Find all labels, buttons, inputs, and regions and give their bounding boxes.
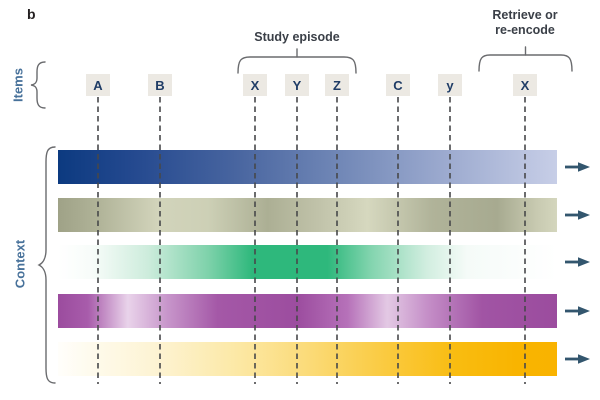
arrow-right-icon-context-bar-blue xyxy=(565,162,590,172)
retrieve-label-line1: Retrieve or xyxy=(492,8,558,22)
retrieve-reencode-label: Retrieve or re-encode xyxy=(492,8,557,38)
panel-label: b xyxy=(27,6,36,22)
context-bar-blue xyxy=(58,150,557,184)
arrow-right-icon-context-bar-yellow xyxy=(565,354,590,364)
arrow-right-icon-context-bar-green xyxy=(565,257,590,267)
retrieve-label-line2: re-encode xyxy=(495,23,555,37)
retrieve-reencode-brace xyxy=(478,46,573,72)
item-box-2-X: X xyxy=(243,74,267,96)
arrow-right-icon-context-bar-olive xyxy=(565,210,590,220)
context-bar-purple xyxy=(58,294,557,328)
context-axis-label: Context xyxy=(12,239,28,289)
item-box-0-A: A xyxy=(86,74,110,96)
item-box-7-X: X xyxy=(513,74,537,96)
context-curly-brace xyxy=(37,146,56,384)
item-box-6-y: y xyxy=(438,74,462,96)
items-axis-label: Items xyxy=(10,68,26,102)
study-episode-label: Study episode xyxy=(254,30,340,44)
items-curly-brace xyxy=(30,61,46,109)
item-box-4-Z: Z xyxy=(325,74,349,96)
study-episode-brace xyxy=(237,48,357,74)
item-box-3-Y: Y xyxy=(285,74,309,96)
context-bar-olive xyxy=(58,198,557,232)
item-box-1-B: B xyxy=(148,74,172,96)
arrow-right-icon-context-bar-purple xyxy=(565,306,590,316)
context-bar-yellow xyxy=(58,342,557,376)
item-box-5-C: C xyxy=(386,74,410,96)
context-bar-green xyxy=(58,245,557,279)
